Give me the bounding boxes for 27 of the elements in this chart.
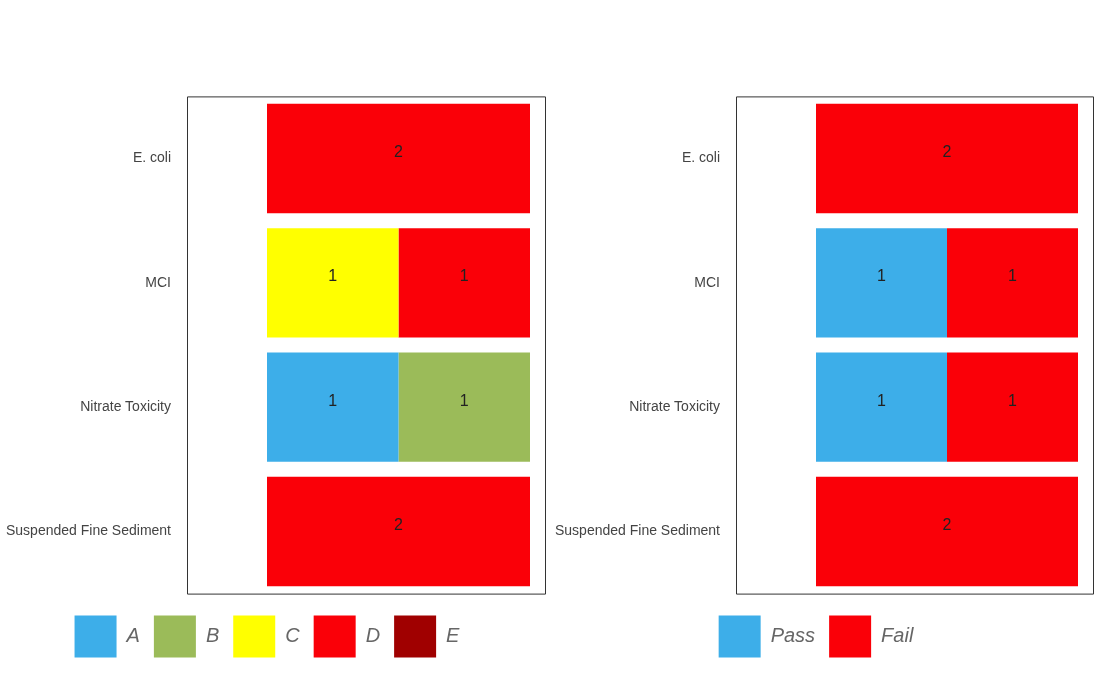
data-label: 1 — [459, 267, 469, 285]
legend-label: Pass — [770, 624, 816, 647]
y-tick-label: Suspended Fine Sediment — [555, 522, 721, 539]
legend-label: A — [125, 624, 140, 647]
data-label: 1 — [877, 267, 887, 285]
data-label: 1 — [877, 391, 887, 409]
y-tick-label: MCI — [145, 273, 171, 290]
legend-label: E — [446, 624, 461, 647]
y-tick-label: Nitrate Toxicity — [80, 398, 171, 415]
data-label: 1 — [1008, 391, 1018, 409]
data-label: 1 — [459, 391, 469, 409]
data-label: 1 — [328, 391, 338, 409]
y-tick-label: Suspended Fine Sediment — [6, 522, 172, 539]
legend-label: C — [285, 624, 301, 647]
data-label: 2 — [394, 142, 404, 160]
data-label: 1 — [328, 267, 338, 285]
y-tick-label: MCI — [694, 273, 720, 290]
legend-label: Fail — [881, 624, 914, 647]
y-tick-label: E. coli — [681, 149, 720, 166]
data-label: 2 — [942, 142, 952, 160]
y-tick-label: Nitrate Toxicity — [629, 398, 720, 415]
legend-label: B — [205, 624, 220, 647]
data-label: 1 — [1008, 267, 1018, 285]
data-label: 2 — [942, 515, 952, 533]
legend-label: D — [365, 624, 381, 647]
y-tick-label: E. coli — [132, 149, 171, 166]
data-label: 2 — [394, 515, 404, 533]
